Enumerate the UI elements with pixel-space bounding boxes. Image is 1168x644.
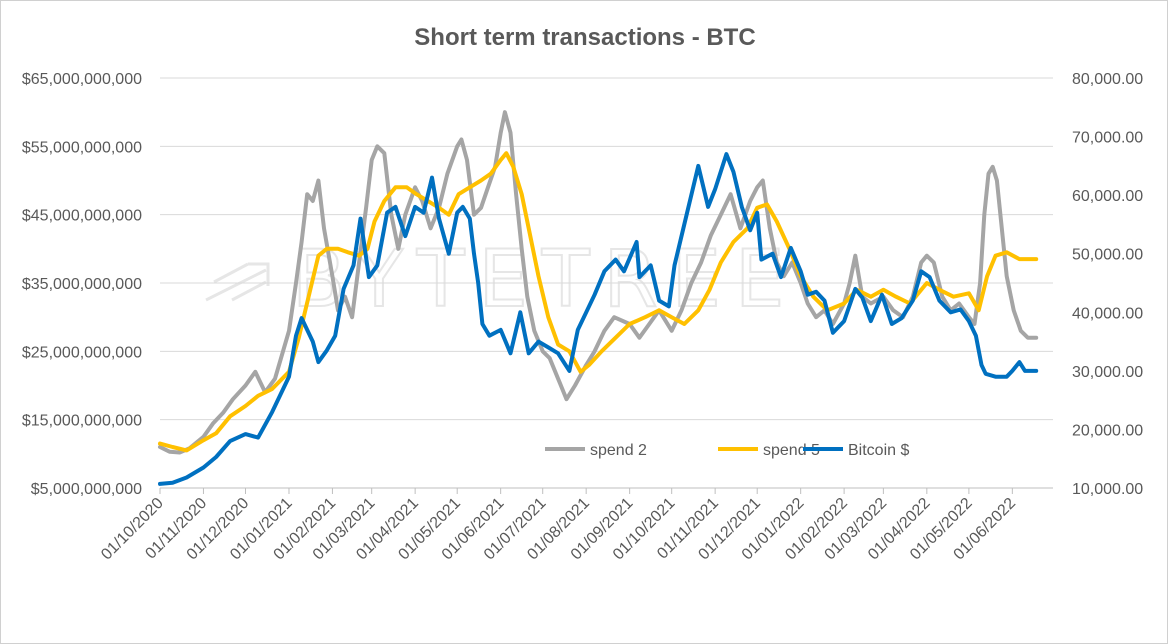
right-tick-label: 50,000.00 (1072, 247, 1143, 264)
series-group (158, 110, 1039, 486)
series-line-bitcoin (158, 152, 1039, 486)
left-tick-label: $35,000,000,000 (22, 276, 142, 293)
right-tick-label: 20,000.00 (1072, 422, 1143, 439)
right-tick-label: 10,000.00 (1072, 481, 1143, 498)
right-tick-label: 70,000.00 (1072, 130, 1143, 147)
legend-label: spend 2 (590, 442, 647, 459)
gridlines (160, 77, 1053, 489)
watermark-arrow-icon (205, 262, 270, 302)
left-tick-label: $5,000,000,000 (31, 481, 142, 498)
right-tick-label: 30,000.00 (1072, 364, 1143, 381)
left-tick-label: $25,000,000,000 (22, 344, 142, 361)
left-axis: $5,000,000,000 $15,000,000,000 $25,000,000… (22, 71, 142, 498)
left-tick-label: $15,000,000,000 (22, 413, 142, 430)
right-tick-label: 80,000.00 (1072, 71, 1143, 88)
right-tick-label: 40,000.00 (1072, 305, 1143, 322)
right-axis: 10,000.00 20,000.00 30,000.00 40,000.00 50,0… (1072, 71, 1143, 498)
series-line-spend-5 (158, 151, 1039, 453)
legend: spend 2 spend 5 Bitcoin $ (545, 442, 909, 459)
left-tick-label: $45,000,000,000 (22, 208, 142, 225)
right-tick-label: 60,000.00 (1072, 188, 1143, 205)
chart-title: Short term transactions - BTC (414, 24, 755, 51)
x-axis: 01/10/202001/11/202001/12/202001/01/2021… (98, 487, 1053, 563)
left-tick-label: $55,000,000,000 (22, 139, 142, 156)
legend-label: Bitcoin $ (848, 442, 909, 459)
left-tick-label: $65,000,000,000 (22, 71, 142, 88)
legend-label: spend 5 (763, 442, 820, 459)
